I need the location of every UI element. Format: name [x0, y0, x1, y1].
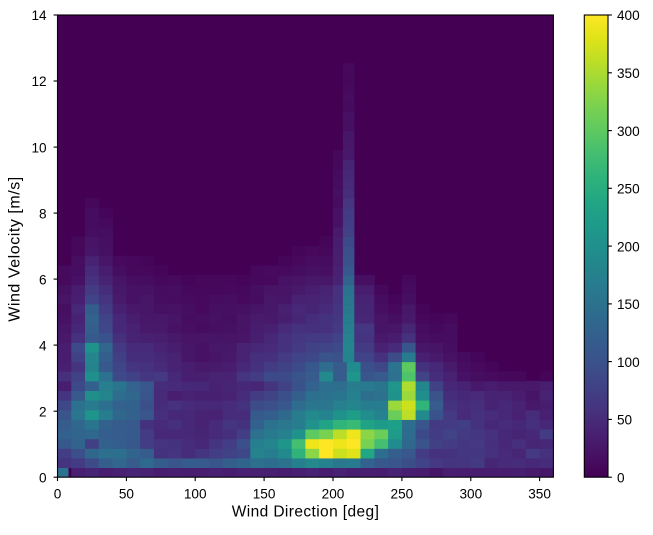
svg-text:200: 200 — [322, 487, 345, 502]
svg-text:50: 50 — [119, 487, 135, 502]
svg-text:100: 100 — [617, 355, 640, 370]
svg-text:100: 100 — [184, 487, 207, 502]
svg-text:6: 6 — [39, 272, 47, 287]
svg-text:Wind Direction [deg]: Wind Direction [deg] — [232, 504, 380, 521]
svg-text:250: 250 — [391, 487, 414, 502]
svg-text:400: 400 — [617, 8, 640, 23]
svg-text:50: 50 — [617, 413, 633, 428]
svg-text:12: 12 — [31, 74, 46, 89]
svg-text:350: 350 — [528, 487, 551, 502]
svg-text:350: 350 — [617, 66, 640, 81]
svg-text:300: 300 — [459, 487, 482, 502]
svg-text:150: 150 — [617, 297, 640, 312]
svg-text:250: 250 — [617, 182, 640, 197]
svg-text:0: 0 — [617, 470, 625, 485]
svg-text:150: 150 — [253, 487, 276, 502]
svg-text:10: 10 — [31, 140, 47, 155]
svg-text:200: 200 — [617, 239, 640, 254]
svg-text:2: 2 — [39, 404, 47, 419]
svg-text:Wind Velocity [m/s]: Wind Velocity [m/s] — [7, 176, 24, 322]
svg-text:0: 0 — [54, 487, 62, 502]
svg-text:4: 4 — [39, 338, 47, 353]
svg-text:300: 300 — [617, 124, 640, 139]
svg-text:0: 0 — [39, 470, 47, 485]
svg-text:8: 8 — [39, 206, 47, 221]
svg-text:14: 14 — [31, 8, 47, 23]
